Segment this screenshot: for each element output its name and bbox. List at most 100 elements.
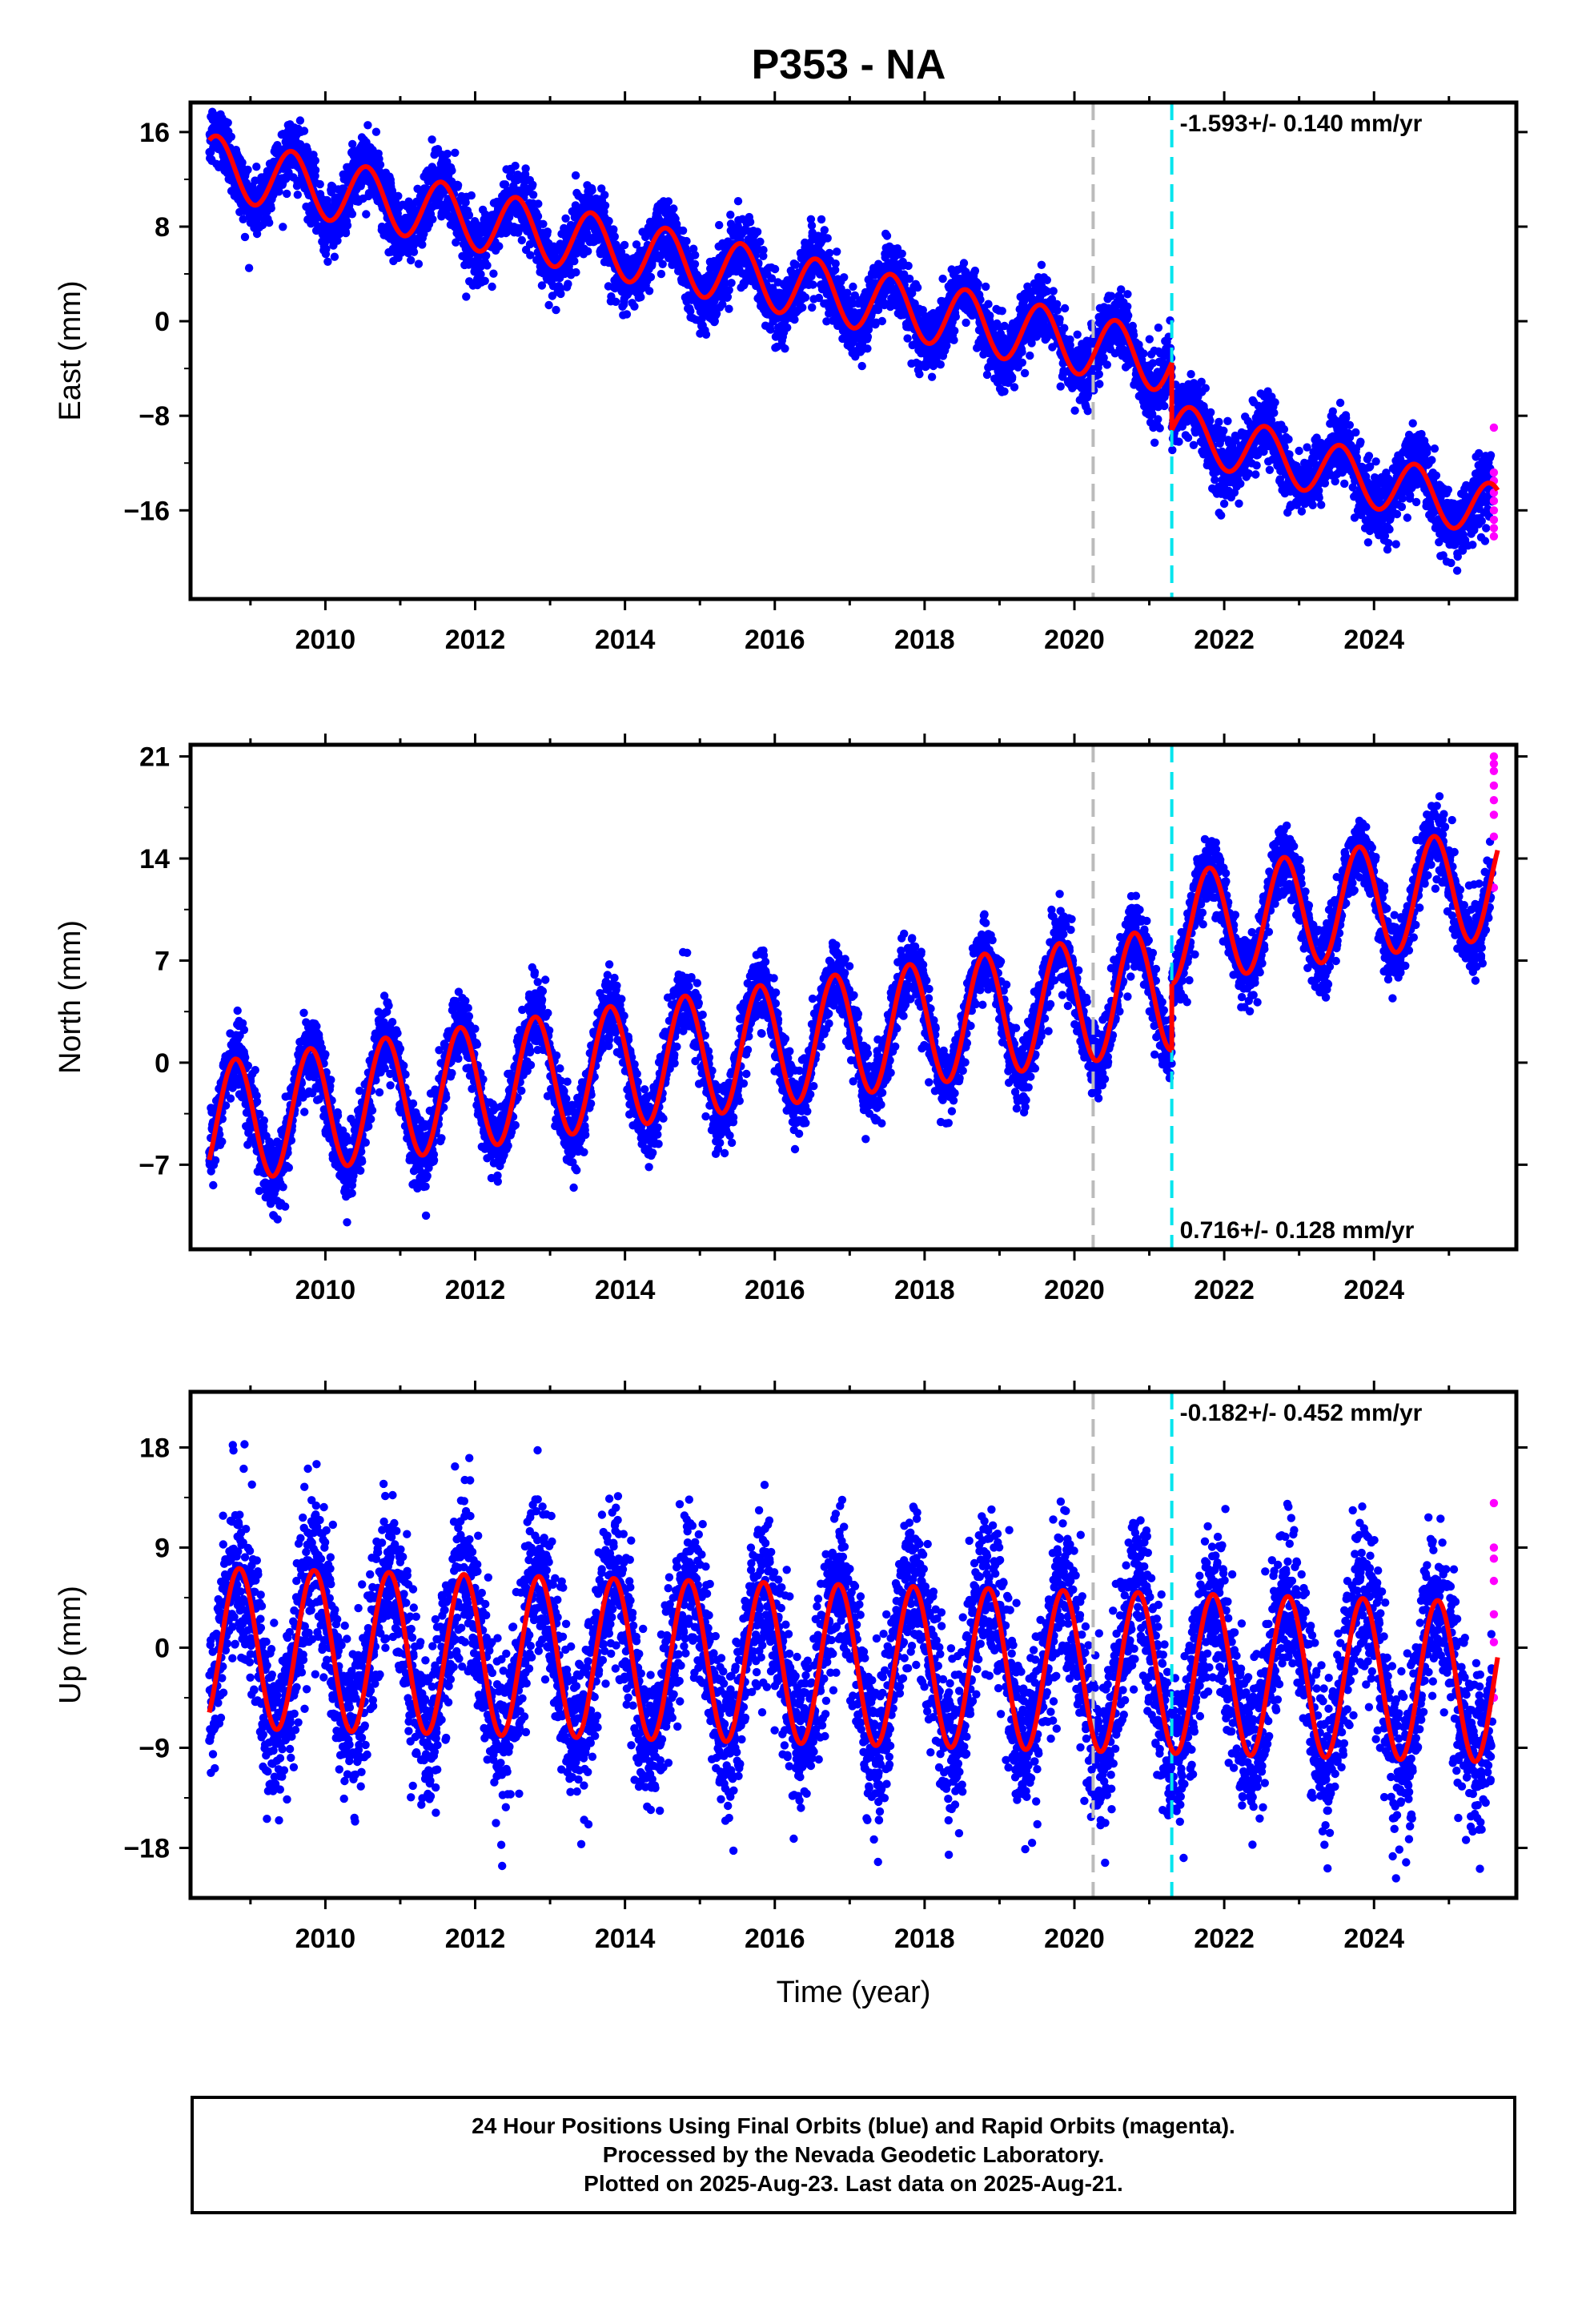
- observation-point: [323, 257, 332, 266]
- observation-point: [1186, 370, 1195, 379]
- observation-point: [564, 279, 572, 288]
- observation-point: [495, 242, 504, 251]
- observation-point: [770, 264, 780, 274]
- observation-point: [251, 176, 259, 185]
- observation-point: [517, 235, 526, 245]
- observation-point: [311, 171, 319, 180]
- observation-point: [820, 226, 829, 235]
- plot-area: [205, 103, 1500, 599]
- observation-point: [407, 255, 416, 265]
- observation-point: [343, 221, 352, 230]
- observation-point: [295, 116, 305, 125]
- observation-point: [323, 195, 331, 205]
- observation-point: [571, 171, 580, 180]
- observation-point: [701, 330, 711, 339]
- observation-point: [451, 148, 460, 157]
- observation-point: [863, 344, 872, 353]
- observation-point: [644, 287, 654, 296]
- observation-point: [528, 180, 537, 189]
- observation-point: [840, 273, 849, 282]
- observation-point: [809, 280, 817, 289]
- observation-point: [669, 204, 678, 213]
- observation-point: [807, 221, 817, 230]
- observation-point: [223, 119, 232, 127]
- observation-point: [489, 269, 498, 278]
- observation-point: [727, 279, 736, 287]
- observation-point: [903, 334, 912, 343]
- observation-point: [823, 234, 832, 243]
- observation-point: [371, 127, 381, 136]
- observation-point: [753, 227, 762, 236]
- observation-point: [528, 191, 538, 199]
- observation-point: [1049, 287, 1058, 296]
- observation-point: [543, 227, 552, 236]
- observation-point: [950, 336, 958, 344]
- observation-point: [252, 163, 261, 171]
- observation-point: [409, 247, 419, 256]
- observation-point: [1018, 358, 1027, 367]
- observation-point: [630, 302, 639, 311]
- observation-point: [690, 259, 700, 268]
- observation-point: [279, 223, 287, 231]
- observation-point: [362, 210, 371, 219]
- observation-point: [347, 210, 357, 219]
- observation-point: [311, 166, 320, 175]
- observation-point: [600, 201, 610, 210]
- chart-title: P353 - NA: [752, 42, 946, 88]
- observation-point: [857, 361, 866, 371]
- observation-point: [552, 305, 560, 315]
- observation-point: [759, 246, 768, 255]
- observation-point: [1053, 306, 1062, 315]
- observation-point: [682, 236, 691, 246]
- observation-point: [831, 265, 840, 275]
- observation-point: [1168, 445, 1177, 455]
- observation-point: [1000, 387, 1009, 396]
- observation-point: [1070, 406, 1079, 415]
- observation-point: [348, 139, 357, 149]
- observation-point: [1219, 499, 1229, 509]
- observation-point: [526, 251, 535, 259]
- observation-point: [299, 127, 309, 135]
- observation-point: [817, 215, 826, 224]
- observation-point: [833, 247, 841, 256]
- observation-point: [418, 240, 427, 249]
- observation-point: [726, 211, 735, 219]
- observation-point: [375, 160, 385, 169]
- observation-point: [721, 279, 730, 287]
- observation-point: [982, 370, 992, 380]
- observation-point: [781, 344, 789, 353]
- observation-point: [873, 305, 883, 315]
- observation-point: [709, 303, 718, 312]
- observation-point: [1102, 360, 1112, 369]
- observation-point: [715, 220, 724, 230]
- observation-point: [483, 261, 492, 270]
- observation-point: [951, 312, 961, 321]
- observation-point: [1026, 351, 1034, 360]
- observation-point: [377, 222, 387, 231]
- observation-point: [1155, 424, 1164, 432]
- observation-point: [453, 181, 463, 190]
- observation-point: [756, 237, 765, 246]
- observation-point: [610, 232, 619, 241]
- observation-point: [970, 266, 980, 275]
- observation-point: [244, 263, 254, 272]
- observation-point: [616, 247, 626, 256]
- observation-point: [311, 156, 319, 165]
- observation-point: [733, 197, 743, 206]
- observation-point: [428, 215, 437, 223]
- observation-point: [636, 292, 645, 302]
- observation-point: [556, 289, 565, 299]
- observation-point: [825, 248, 834, 258]
- observation-point: [336, 222, 345, 231]
- observation-point: [801, 293, 810, 302]
- observation-point: [1207, 408, 1215, 417]
- observation-point: [239, 215, 247, 223]
- observation-point: [511, 161, 520, 171]
- observation-point: [759, 251, 768, 260]
- observation-point: [1083, 407, 1092, 416]
- observation-point: [904, 261, 913, 271]
- observation-point: [604, 216, 613, 226]
